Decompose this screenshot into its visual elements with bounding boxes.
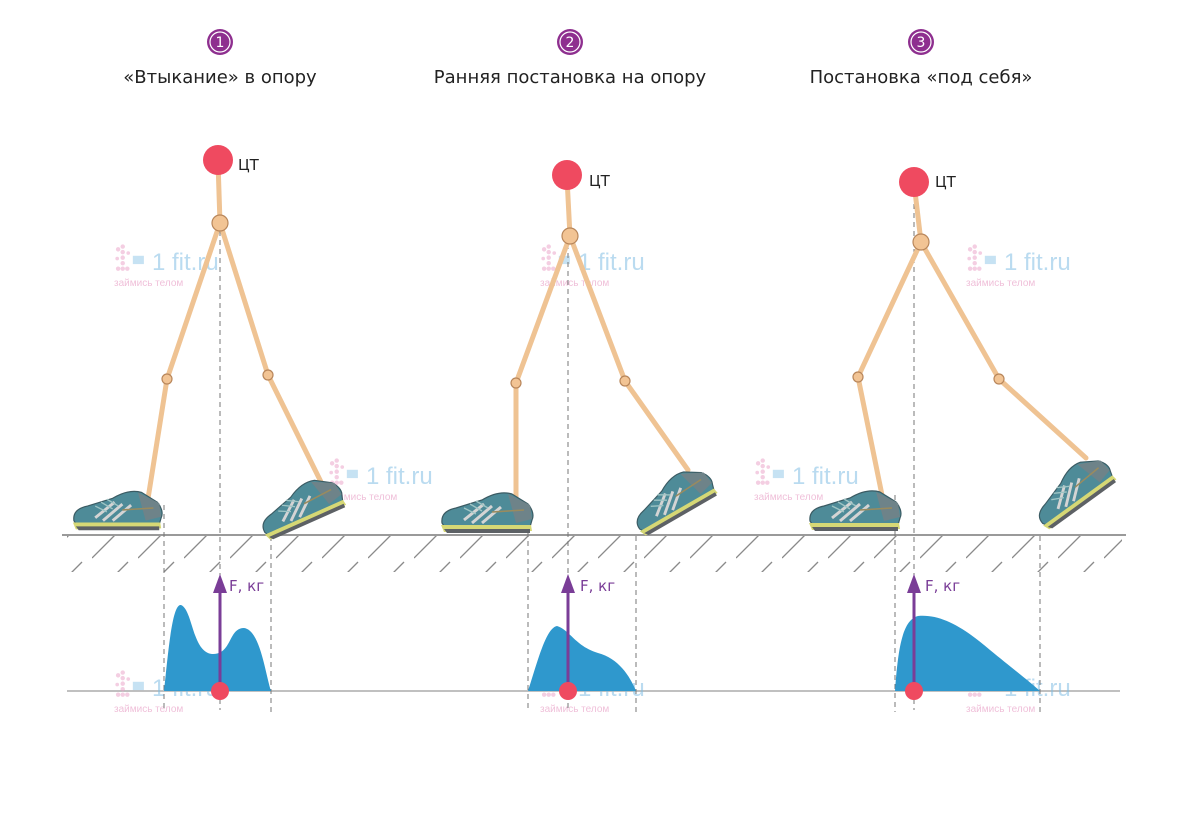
phase-number: 3 (917, 35, 926, 51)
watermark-brand: 1 fit.ru (366, 463, 433, 490)
watermark-tagline: займись телом (540, 278, 609, 289)
phase-2-header: 2 Ранняя постановка на опору (434, 29, 707, 88)
phase-1-header: 1 «Втыкание» в опору (123, 29, 317, 88)
1fit-watermark-logo (115, 670, 144, 697)
number-badge-icon (207, 29, 233, 55)
ground-contact-point (905, 682, 923, 700)
number-badge-icon (557, 29, 583, 55)
watermark-tagline: займись телом (328, 492, 397, 503)
force-area-chart (895, 615, 1040, 691)
force-arrow: F, кг (213, 574, 264, 691)
stick-figure: ЦТ (439, 160, 721, 540)
force-curve (528, 626, 636, 691)
center-of-mass-marker (203, 145, 233, 175)
watermark-brand: 1 fit.ru (792, 463, 859, 490)
thigh-left (513, 233, 573, 386)
phase-title: Ранняя постановка на опору (434, 67, 707, 88)
force-label: F, кг (580, 577, 615, 595)
1fit-watermark-logo (115, 244, 144, 271)
thigh-right (217, 220, 271, 378)
force-area-chart (528, 626, 636, 691)
hip-joint (561, 227, 579, 245)
stick-figure: ЦТ (71, 145, 350, 544)
force-curve (164, 604, 271, 691)
ground-hatching (67, 536, 1122, 572)
dashed-lines (894, 195, 1041, 712)
watermark-3: 1 fit.ru займись телом (966, 244, 1071, 289)
force-label: F, кг (925, 577, 960, 595)
1fit-watermark-logo (967, 244, 996, 271)
1fit-watermark-logo (755, 458, 784, 485)
number-badge-ring (910, 31, 932, 53)
force-arrow: F, кг (561, 574, 615, 691)
phase-number: 2 (566, 35, 575, 51)
running-shoe-icon (71, 489, 164, 532)
number-badge-ring (559, 31, 581, 53)
watermark-tagline: займись телом (966, 704, 1035, 715)
watermark-2: 1 fit.ru займись телом (540, 244, 645, 289)
com-label: ЦТ (238, 156, 260, 174)
ground-contact-point (559, 682, 577, 700)
hip-joint (211, 214, 229, 232)
arrow-up-icon (561, 574, 575, 593)
phase-3: 3 Постановка «под себя» F, кг (807, 29, 1120, 712)
com-label: ЦТ (589, 172, 611, 190)
watermark-tagline: займись телом (966, 278, 1035, 289)
thigh-right (918, 239, 1002, 382)
ground (62, 534, 1126, 572)
knee-joint (510, 377, 522, 389)
watermark-tagline: займись телом (540, 704, 609, 715)
force-area-chart (164, 604, 271, 691)
phase-2: 2 Ранняя постановка на опору F, кг (434, 29, 721, 712)
knee-joint (619, 375, 631, 387)
running-shoe-icon (623, 459, 721, 540)
arrow-up-icon (213, 574, 227, 593)
phase-number: 1 (216, 35, 225, 51)
center-of-mass-marker (552, 160, 582, 190)
watermark-tagline: займись телом (114, 278, 183, 289)
thigh-right (567, 233, 628, 384)
force-label: F, кг (229, 577, 264, 595)
1fit-watermark-logo (329, 458, 358, 485)
hip-joint (912, 233, 930, 251)
running-shoe-icon (439, 491, 535, 535)
knee-joint (993, 373, 1005, 385)
com-label: ЦТ (935, 173, 957, 191)
shin-right (996, 376, 1089, 461)
phase-3-header: 3 Постановка «под себя» (810, 29, 1033, 88)
phase-title: «Втыкание» в опору (123, 67, 317, 88)
watermark-brand: 1 fit.ru (578, 249, 645, 276)
force-arrow: F, кг (907, 574, 960, 691)
watermark-5: 1 fit.ru займись телом (754, 458, 859, 503)
watermark-4: 1 fit.ru займись телом (328, 458, 433, 503)
thigh-left (164, 220, 223, 382)
stick-figure: ЦТ (807, 167, 1120, 534)
phase-title: Постановка «под себя» (810, 67, 1033, 88)
center-of-mass-marker (899, 167, 929, 197)
phase-1: 1 «Втыкание» в опору F, кг (71, 29, 350, 712)
shin-left (144, 376, 170, 508)
shin-left (855, 374, 886, 503)
watermark-tagline: займись телом (114, 704, 183, 715)
knee-joint (852, 371, 864, 383)
arrow-up-icon (907, 574, 921, 593)
shin-right (265, 372, 326, 489)
running-shoe-icon (1023, 448, 1120, 534)
thigh-left (855, 239, 924, 380)
shin-right (622, 378, 691, 473)
knee-joint (262, 369, 274, 381)
number-badge-ring (209, 31, 231, 53)
force-curve (895, 615, 1040, 691)
number-badge-icon (908, 29, 934, 55)
ground-contact-point (211, 682, 229, 700)
knee-joint (161, 373, 173, 385)
watermark-brand: 1 fit.ru (1004, 249, 1071, 276)
watermark-tagline: займись телом (754, 492, 823, 503)
